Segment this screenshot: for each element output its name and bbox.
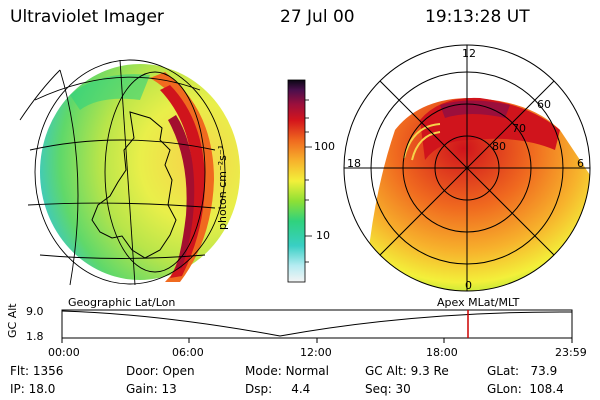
time-tick-1800: 18:00 [426,346,458,359]
date-label: 27 Jul 00 [280,7,355,27]
mlt-label-6: 6 [577,157,584,170]
ip-field: IP: 18.0 [10,382,56,396]
door-field: Door: Open [126,364,195,378]
mlat-label-70: 70 [512,122,526,135]
mode-field: Mode: Normal [245,364,329,378]
right-polar-image [343,44,591,292]
flt-field: Flt: 1356 [10,364,64,378]
altitude-ytick-bottom: 1.8 [26,330,44,343]
colorbar [287,79,306,283]
instrument-title: Ultraviolet Imager [10,7,164,27]
seq-field: Seq: 30 [365,382,411,396]
glat-field: GLat: 73.9 [487,364,558,378]
colorbar-tick-10: 10 [316,229,330,242]
left-panel-caption: Geographic Lat/Lon [68,296,176,309]
right-panel-caption: Apex MLat/MLT [437,296,520,309]
colorbar-unit-label: photon cm⁻²s⁻¹ [216,144,229,230]
time-tick-0000: 00:00 [48,346,80,359]
colorbar-ticks [305,99,312,263]
mlt-label-12: 12 [462,47,476,60]
altitude-ylabel: GC Alt [6,303,19,338]
dsp-field: Dsp: 4.4 [245,382,311,396]
time-tick-1200: 12:00 [300,346,332,359]
time-tick-0600: 06:00 [172,346,204,359]
left-auroral-image [19,59,240,286]
time-tick-2359: 23:59 [555,346,587,359]
glon-field: GLon: 108.4 [487,382,564,396]
mlt-label-18: 18 [347,157,361,170]
altitude-strip [61,309,573,343]
gcalt-field: GC Alt: 9.3 Re [365,364,449,378]
mlat-label-80: 80 [492,140,506,153]
colorbar-tick-100: 100 [314,140,335,153]
altitude-ytick-top: 9.0 [26,305,44,318]
time-label: 19:13:28 UT [425,7,530,27]
mlat-label-60: 60 [537,98,551,111]
mlt-label-0: 0 [465,279,472,292]
gain-field: Gain: 13 [126,382,177,396]
